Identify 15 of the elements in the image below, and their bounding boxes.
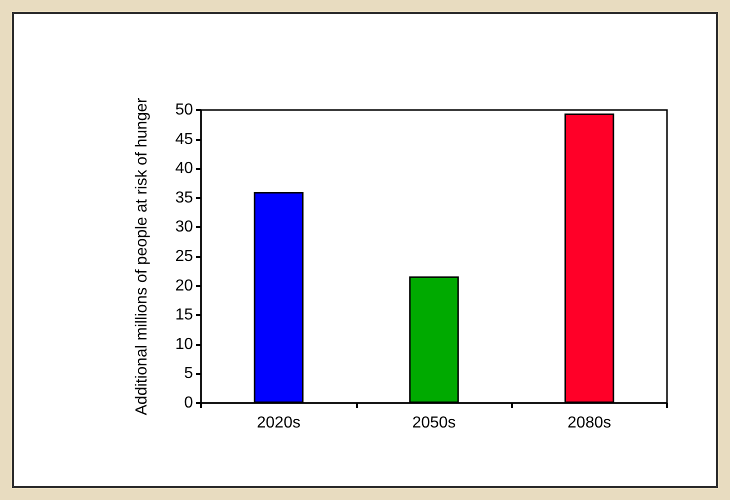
y-tick-label: 45 bbox=[175, 130, 194, 148]
y-tick-label: 15 bbox=[175, 306, 194, 324]
y-tick-label: 50 bbox=[175, 102, 194, 118]
x-tick-label: 2020s bbox=[256, 414, 300, 432]
y-tick-label: 20 bbox=[175, 277, 194, 294]
y-tick-label: 0 bbox=[184, 394, 194, 412]
y-tick-label: 5 bbox=[184, 365, 194, 382]
x-tick-label: 2050s bbox=[412, 414, 456, 432]
y-tick-label: 40 bbox=[175, 160, 194, 178]
y-tick-label: 30 bbox=[175, 218, 194, 236]
y-axis-title: Additional millions of people at risk of hunger bbox=[134, 97, 150, 416]
y-tick-label: 25 bbox=[175, 248, 194, 265]
x-tick-label: 2080s bbox=[568, 414, 612, 432]
y-tick-label: 35 bbox=[175, 189, 194, 206]
y-tick-label: 10 bbox=[175, 336, 194, 353]
